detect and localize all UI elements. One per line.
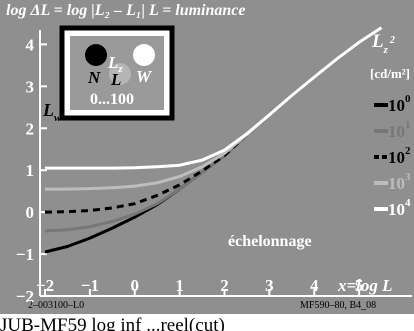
y-tick-label: 1 (26, 161, 35, 180)
legend-label-4: 104 (388, 197, 411, 219)
inset-n-label: N (87, 68, 101, 87)
annotation-label: échelonnage (228, 233, 312, 250)
x-tick-label: 1 (175, 276, 184, 295)
y-tick-label: −1 (16, 245, 34, 264)
legend: Lz2 [cd/m²] 100 101 102 103 104 (370, 31, 411, 219)
footer-bottom: JUB-MF59 log inf ...reel(cut) (0, 315, 225, 331)
y-tick-label: 3 (26, 77, 35, 96)
inset-w-label: W (136, 67, 153, 86)
footer-right: MF590–80, B4_08 (300, 300, 376, 311)
legend-label-1: 101 (388, 119, 411, 141)
lw-label: Lw (42, 100, 62, 124)
legend-label-2: 102 (388, 145, 411, 167)
legend-label-0: 100 (388, 93, 411, 115)
inset-white-disc (133, 44, 155, 66)
inset-range: 0...100 (90, 91, 134, 108)
inset-lz-label: Lz (107, 53, 123, 75)
footer-left: 2–003100–L0 (28, 300, 84, 311)
legend-unit: [cd/m²] (370, 66, 410, 81)
y-tick-label: 2 (26, 119, 35, 138)
inset-black-disc (85, 44, 107, 66)
inset-l-label: L (110, 70, 121, 89)
x-tick-label: 2 (220, 276, 229, 295)
x-tick-label: 4 (310, 276, 319, 295)
x-axis-label: x=log L (337, 276, 393, 295)
x-tick-label: 5 (355, 276, 364, 295)
y-tick-label: 4 (26, 35, 35, 54)
x-tick-label: −2 (36, 276, 54, 295)
inset-box: Lz N L W 0...100 (59, 25, 175, 121)
x-tick-label: −1 (81, 276, 99, 295)
x-tick-label: 3 (265, 276, 274, 295)
series-line-4 (45, 26, 383, 170)
legend-entries: 100 101 102 103 104 (374, 93, 411, 219)
series-group (44, 26, 383, 254)
legend-label-3: 103 (388, 171, 411, 193)
x-tick-label: 0 (130, 276, 139, 295)
y-tick-label: −2 (16, 287, 34, 306)
legend-symbol: Lz2 (371, 31, 395, 56)
chart-title: log ΔL = log |L₂ – L₁| L = luminance (6, 2, 246, 19)
y-tick-label: 0 (26, 203, 35, 222)
inset-gray-disc (109, 63, 131, 85)
